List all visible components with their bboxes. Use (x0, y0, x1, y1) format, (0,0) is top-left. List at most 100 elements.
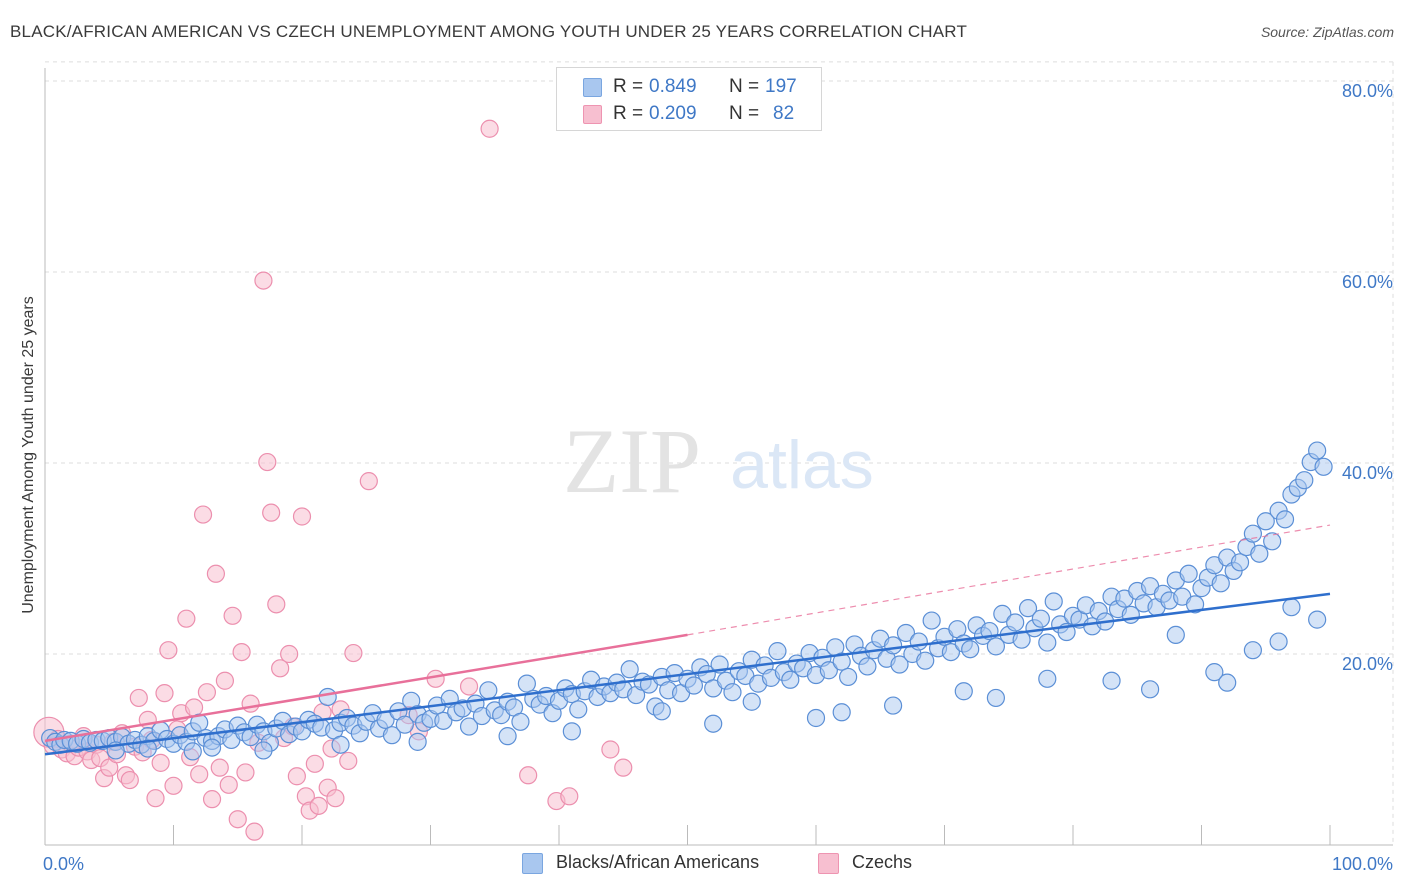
czechs-point (267, 595, 286, 614)
blacks-point (569, 700, 588, 719)
blacks-point (1140, 680, 1160, 699)
blacks-point (1243, 641, 1263, 660)
blacks-point (909, 632, 928, 651)
legend-r-label: R = (613, 103, 644, 124)
blacks-point (331, 735, 350, 754)
blacks-point (806, 708, 826, 728)
czechs-point (159, 641, 178, 660)
legend-r-value-czechs: 0.209 (649, 103, 697, 124)
trend-line-czechs-extension (687, 524, 1331, 636)
czechs-point (519, 766, 538, 785)
blacks-points (41, 441, 1333, 761)
blacks-point (183, 742, 202, 761)
czechs-point (309, 796, 328, 815)
blacks-point (382, 726, 402, 745)
blacks-point (1044, 592, 1063, 611)
czechs-point (193, 505, 213, 524)
blacks-point (1179, 564, 1198, 583)
blacks-point (1102, 671, 1121, 690)
blacks-point (954, 682, 973, 701)
blacks-point (1205, 663, 1224, 682)
blacks-point (839, 667, 858, 687)
czechs-point (254, 271, 273, 290)
legend-swatch-pink (583, 105, 602, 124)
trend-line-czechs (44, 633, 688, 743)
trend-line-blacks (44, 592, 1331, 756)
czechs-point (258, 452, 277, 472)
y-tick-label: 40.0% (1342, 463, 1393, 483)
blacks-point (1211, 574, 1230, 593)
czechs-point (339, 751, 358, 771)
blacks-point (781, 670, 800, 689)
czechs-point (151, 753, 170, 772)
czechs-point (164, 776, 183, 795)
blacks-point (1295, 471, 1314, 490)
czechs-point (241, 694, 260, 713)
czechs-point (271, 659, 290, 678)
blacks-point (1038, 669, 1057, 688)
blacks-point (1031, 609, 1050, 628)
czechs-point (480, 119, 499, 138)
blacks-point (395, 715, 414, 734)
blacks-point (858, 657, 877, 676)
czechs-point (206, 564, 226, 583)
czechs-point (100, 758, 119, 777)
legend-r-label: R = (613, 76, 644, 97)
czechs-point (129, 688, 148, 708)
x-tick-label-start: 0.0% (43, 854, 84, 874)
blacks-point (138, 739, 157, 758)
czechs-point (344, 643, 363, 663)
blacks-point (1263, 532, 1282, 551)
y-tick-label: 80.0% (1342, 81, 1393, 101)
czechs-point (236, 763, 255, 782)
czechs-point (120, 770, 139, 790)
blacks-point (922, 611, 941, 630)
blacks-point (1308, 441, 1327, 460)
bottom-legend-label-blacks: Blacks/African Americans (556, 852, 760, 872)
blacks-point (498, 727, 517, 746)
czechs-point (197, 683, 217, 702)
blacks-point (883, 636, 903, 655)
blacks-point (1018, 599, 1038, 618)
blacks-point (768, 642, 787, 661)
czechs-point (305, 754, 324, 773)
czechs-point (601, 740, 620, 759)
stats-legend: R = 0.849 N = 197 R = 0.209 N = 82 (556, 67, 822, 131)
legend-n-value-blacks: 197 (765, 76, 797, 97)
legend-n-label: N = (729, 103, 760, 124)
blacks-point (408, 732, 427, 751)
blacks-point (318, 687, 337, 707)
legend-r-value-blacks: 0.849 (649, 76, 697, 97)
czechs-point (190, 765, 209, 784)
czechs-point (262, 503, 281, 522)
blacks-point (832, 652, 851, 671)
blacks-point (1250, 544, 1269, 563)
blacks-point (832, 703, 851, 722)
blacks-point (896, 623, 916, 643)
blacks-point (1269, 632, 1288, 651)
czechs-point (326, 789, 345, 808)
czechs-point (287, 767, 306, 786)
legend-n-value-czechs: 82 (773, 103, 795, 124)
czechs-point (210, 758, 229, 777)
blacks-point (254, 741, 273, 760)
blacks-point (202, 738, 222, 757)
czechs-point (459, 677, 479, 696)
y-tick-label: 60.0% (1342, 272, 1393, 292)
blacks-point (459, 717, 479, 736)
czechs-point (245, 822, 264, 841)
y-tick-label: 20.0% (1342, 654, 1393, 674)
legend-swatch-blue (583, 78, 602, 97)
blacks-point (742, 692, 761, 711)
blacks-point (883, 696, 903, 715)
blacks-point (517, 674, 536, 693)
czechs-point (184, 698, 204, 717)
blacks-point (941, 642, 961, 662)
tick-labels: 20.0% 40.0% 60.0% 80.0% 0.0% 100.0% (43, 81, 1393, 874)
czechs-point (359, 472, 378, 491)
bottom-legend-label-czechs: Czechs (852, 852, 913, 872)
blacks-point (1185, 595, 1205, 614)
czechs-point (560, 787, 579, 806)
czechs-point (223, 606, 242, 625)
